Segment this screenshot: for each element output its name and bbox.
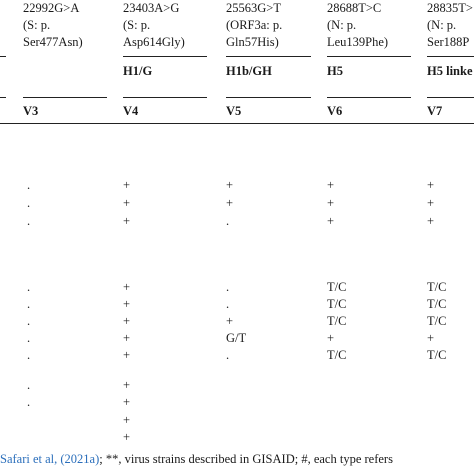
col-v7-protein-change: Ser188P <box>427 35 470 49</box>
header-rule-mid <box>226 97 311 98</box>
table-cell: + <box>123 348 131 362</box>
col-v6-mutation: 28688T>C <box>327 1 382 15</box>
header-rule-bottom <box>0 123 474 124</box>
table-cell: . <box>27 280 31 294</box>
col-v5-mutation: 25563G>T <box>226 1 281 15</box>
table-cell: + <box>123 331 131 345</box>
col-v4-protein-change: Asp614Gly) <box>123 35 185 49</box>
table-cell: . <box>226 297 230 311</box>
header-rule-mid <box>123 97 207 98</box>
table-cell: T/C <box>427 348 447 362</box>
table-cell: . <box>226 280 230 294</box>
table-cell: + <box>327 214 335 228</box>
col-v6-protein: (N: p. <box>327 18 357 32</box>
table-cell: . <box>27 214 31 228</box>
col-v5-protein-change: Gln57His) <box>226 35 279 49</box>
table-cell: + <box>226 196 234 210</box>
table-cell: + <box>123 314 131 328</box>
table-cell: T/C <box>327 297 347 311</box>
header-rule-top <box>427 56 474 57</box>
col-v6-haplotype: H5 <box>327 64 343 78</box>
table-cell: + <box>427 214 435 228</box>
header-rule-mid <box>0 97 6 98</box>
table-cell: + <box>327 196 335 210</box>
col-v4-mutation: 23403A>G <box>123 1 180 15</box>
col-v5-variant: V5 <box>226 104 242 118</box>
col-v6-protein-change: Leu139Phe) <box>327 35 389 49</box>
table-cell: + <box>123 297 131 311</box>
table-cell: T/C <box>427 297 447 311</box>
table-cell: . <box>27 348 31 362</box>
table-cell: T/C <box>427 280 447 294</box>
col-v3-mutation: 22992G>A <box>23 1 80 15</box>
col-v5-protein: (ORF3a: p. <box>226 18 283 32</box>
table-cell: + <box>123 196 131 210</box>
table-cell: + <box>427 196 435 210</box>
table-cell: + <box>123 178 131 192</box>
table-cell: T/C <box>327 280 347 294</box>
table-cell: + <box>226 178 234 192</box>
table-cell: . <box>27 378 31 392</box>
table-cell: + <box>123 378 131 392</box>
header-rule-top <box>327 56 411 57</box>
table-cell: T/C <box>427 314 447 328</box>
col-v7-mutation: 28835T> <box>427 1 473 15</box>
table-cell: . <box>27 395 31 409</box>
col-v3-variant: V3 <box>23 104 39 118</box>
table-cell: . <box>27 314 31 328</box>
col-v7-haplotype: H5 linke <box>427 64 473 78</box>
table-cell: + <box>123 214 131 228</box>
table-cell: + <box>327 178 335 192</box>
table-cell: . <box>27 331 31 345</box>
table-footnote: Safari et al, (2021a); **, virus strains… <box>0 452 393 467</box>
col-v5-haplotype: H1b/GH <box>226 64 272 78</box>
table-cell: + <box>427 331 435 345</box>
col-v4-haplotype: H1/G <box>123 64 153 78</box>
table-cell: + <box>123 430 131 444</box>
col-v3-protein-change: Ser477Asn) <box>23 35 83 49</box>
header-rule-mid <box>327 97 411 98</box>
table-cell: + <box>226 314 234 328</box>
footnote-text: ; **, virus strains described in GISAID;… <box>99 452 393 466</box>
table-cell: T/C <box>327 314 347 328</box>
col-v4-protein: (S: p. <box>123 18 151 32</box>
header-rule-top <box>0 56 6 57</box>
table-cell: . <box>27 297 31 311</box>
col-v6-variant: V6 <box>327 104 343 118</box>
table-cell: + <box>427 178 435 192</box>
table-cell: T/C <box>327 348 347 362</box>
table-cell: + <box>327 331 335 345</box>
table-cell: + <box>123 395 131 409</box>
table-cell: . <box>226 214 230 228</box>
col-v4-variant: V4 <box>123 104 139 118</box>
table-cell: + <box>123 413 131 427</box>
table-cell: G/T <box>226 331 247 345</box>
header-rule-mid <box>427 97 474 98</box>
col-v3-protein: (S: p. <box>23 18 51 32</box>
col-v7-protein: (N: p. <box>427 18 457 32</box>
table-cell: . <box>226 348 230 362</box>
header-rule-mid <box>23 97 107 98</box>
header-rule-top <box>123 56 207 57</box>
table-cell: + <box>123 280 131 294</box>
col-v7-variant: V7 <box>427 104 443 118</box>
header-rule-top <box>226 56 311 57</box>
table-cell: . <box>27 196 31 210</box>
footnote-reference-link[interactable]: Safari et al, (2021a) <box>0 452 100 466</box>
table-cell: . <box>27 178 31 192</box>
